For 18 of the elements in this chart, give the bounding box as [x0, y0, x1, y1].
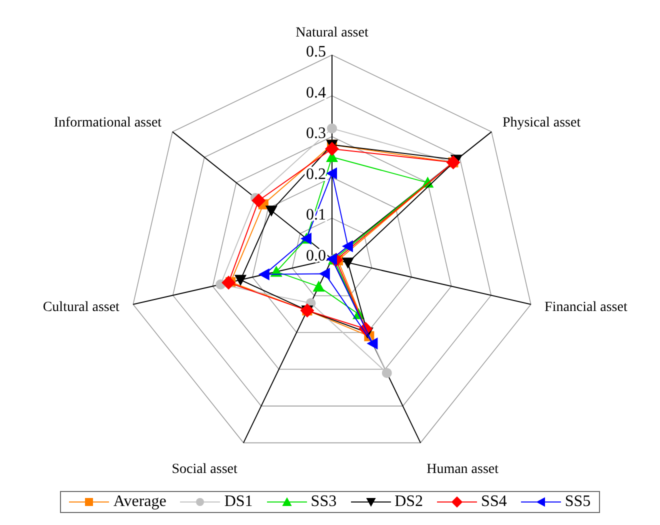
- spoke-label: Physical asset: [502, 116, 581, 131]
- spoke-label: Natural asset: [296, 26, 368, 40]
- spoke-label: Cultural asset: [42, 300, 120, 316]
- y-tick-label: 0.2: [306, 166, 326, 183]
- legend-label: Average: [112, 493, 166, 511]
- legend-label: SS3: [310, 493, 337, 511]
- spoke-label: Human asset: [426, 462, 499, 477]
- y-tick-label: 0.5: [306, 44, 326, 60]
- spoke-label: Social asset: [172, 462, 238, 477]
- y-tick-label: 0.4: [306, 84, 326, 102]
- legend-label: SS5: [564, 493, 591, 511]
- legend-label: DS2: [394, 493, 424, 511]
- spoke-label: Informational asset: [54, 116, 162, 131]
- y-tick-label: 0.3: [306, 125, 326, 142]
- spoke-label: Financial asset: [544, 300, 628, 316]
- legend-label: DS1: [223, 493, 253, 511]
- legend-label: SS4: [480, 493, 507, 511]
- y-tick-label: 0.0: [306, 248, 326, 264]
